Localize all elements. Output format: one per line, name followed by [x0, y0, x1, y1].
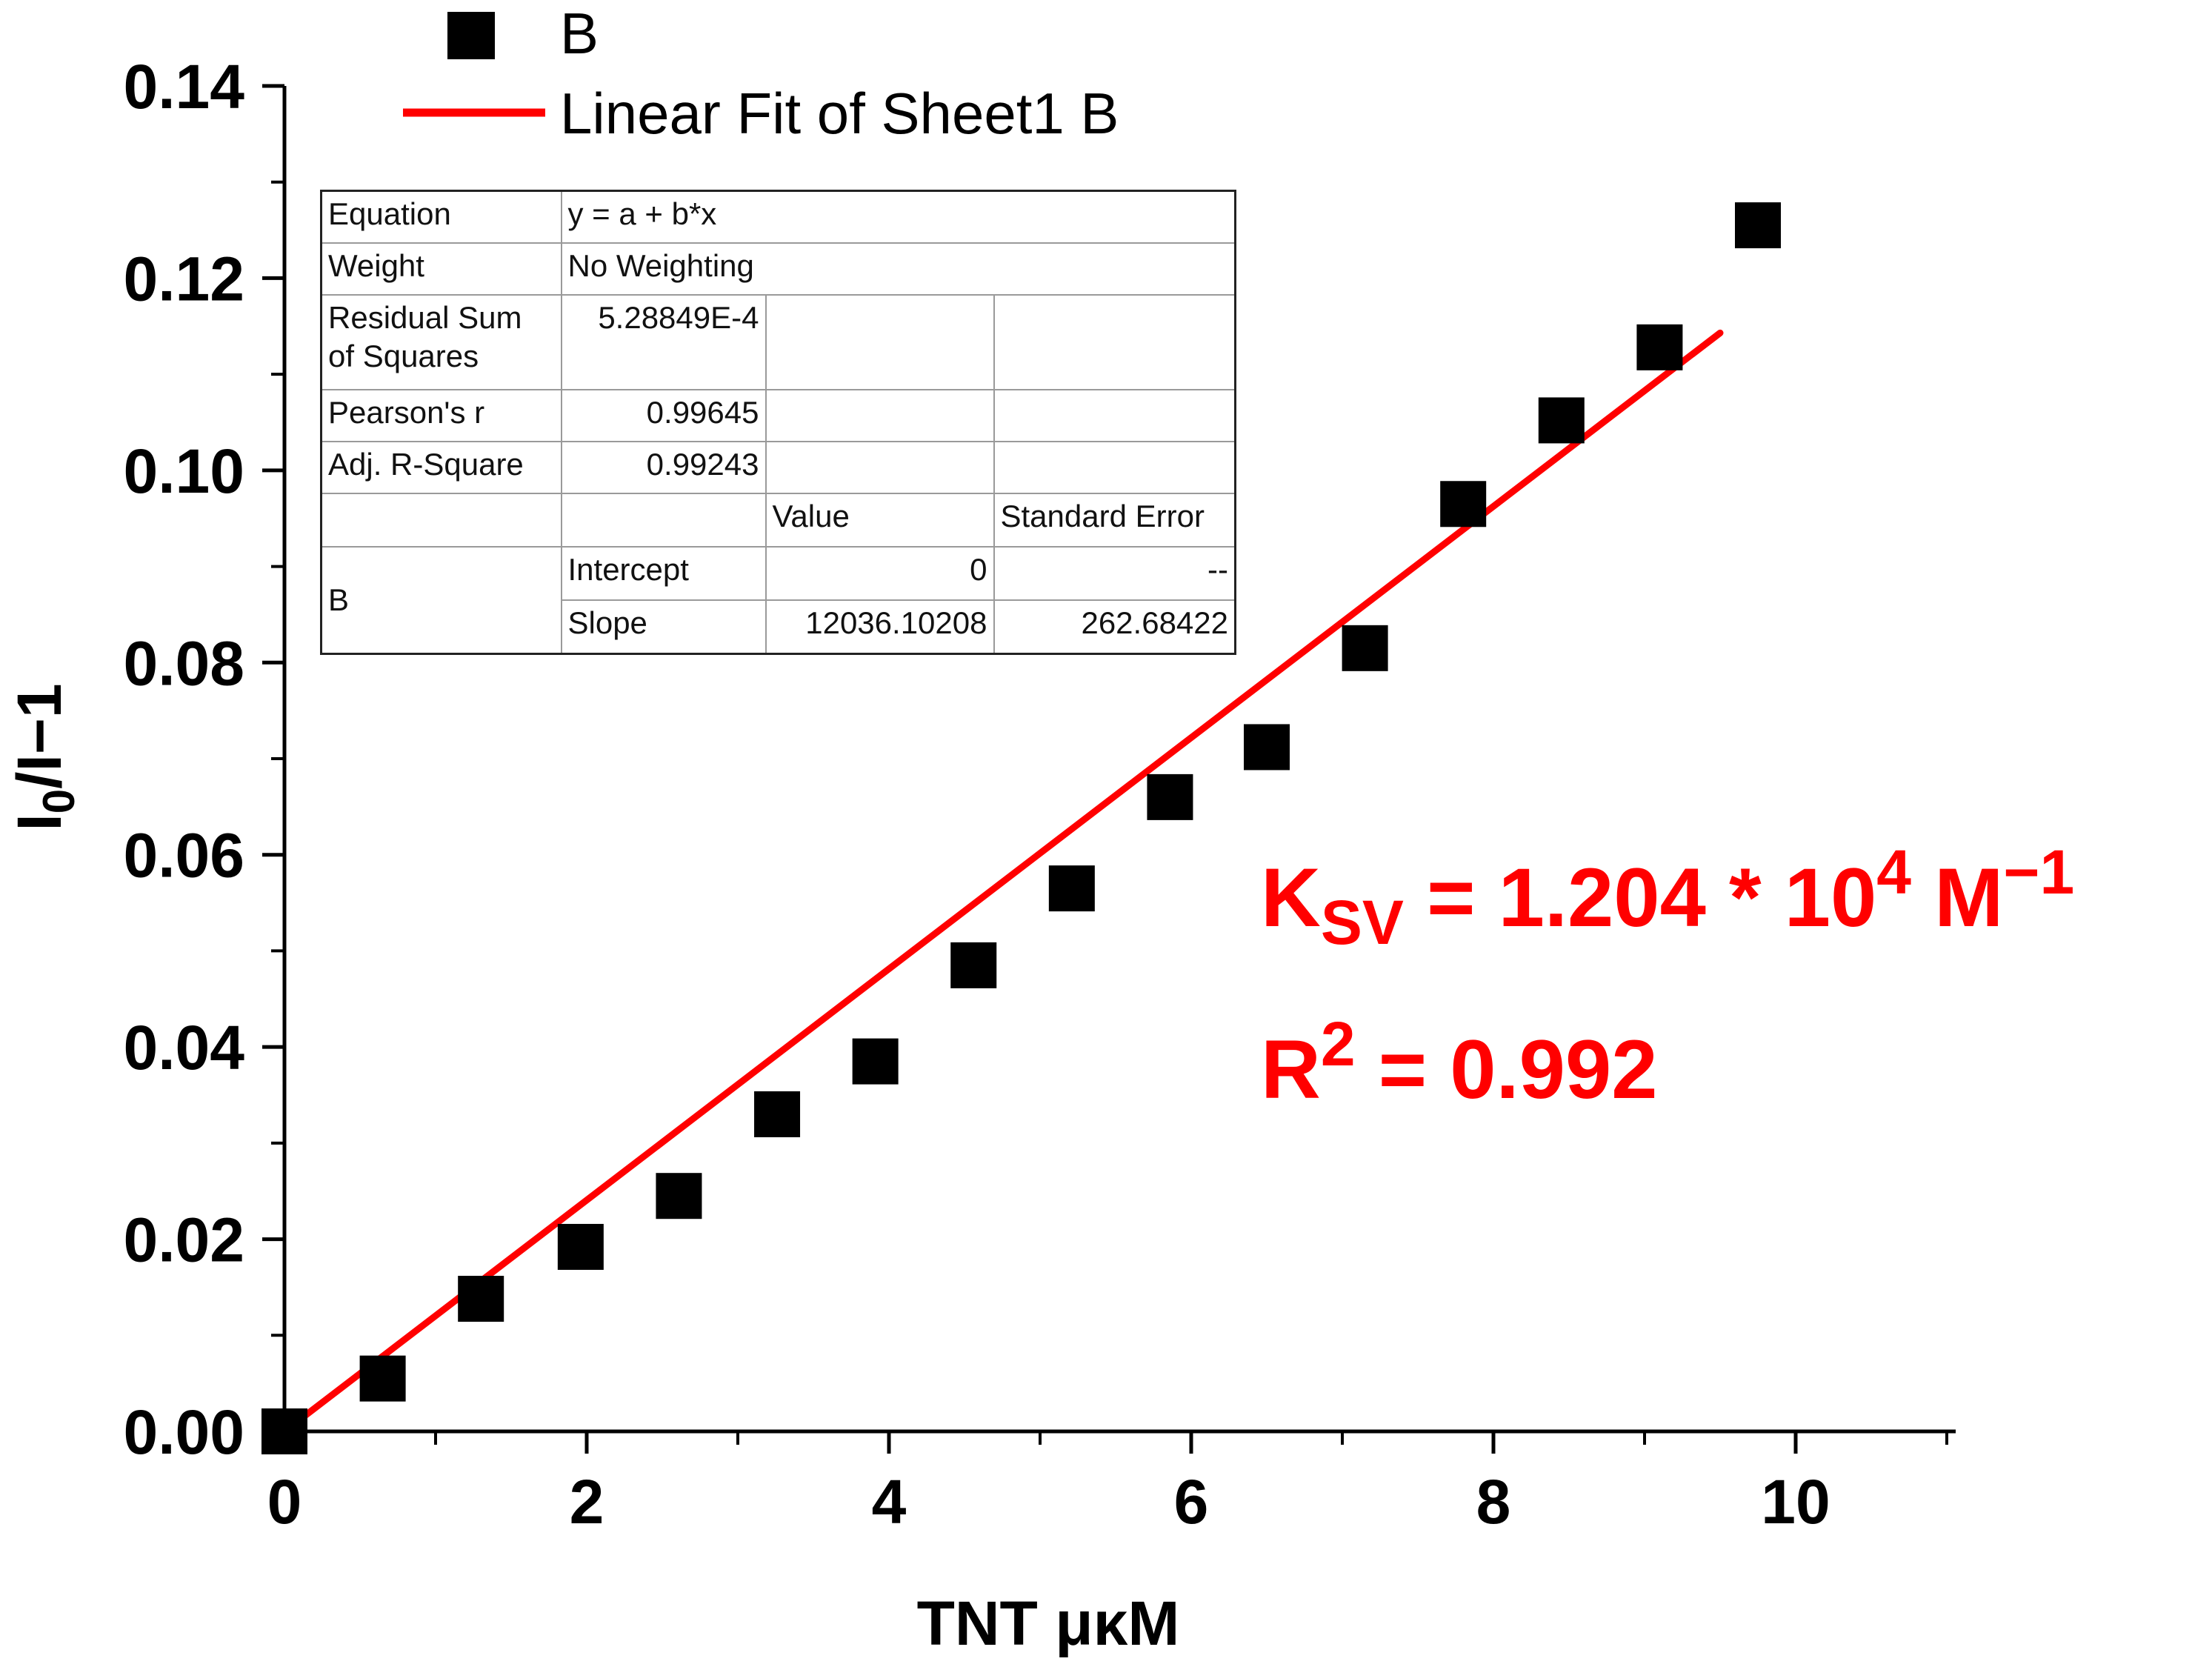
series-label: B	[320, 546, 562, 655]
linear-fit-results-table: Equation y = a + b*x Weight No Weighting…	[320, 190, 1237, 655]
empty-cell	[764, 441, 995, 495]
empty-cell	[560, 493, 767, 548]
table-row: Equation y = a + b*x	[320, 190, 1236, 244]
x-tick-label: 0	[267, 1467, 302, 1537]
data-point	[557, 1223, 604, 1270]
rss-label-line2: of Squares	[328, 338, 479, 373]
data-point	[1342, 625, 1388, 671]
data-point	[754, 1091, 801, 1137]
table-row: Value Standard Error	[320, 493, 1236, 548]
data-point	[1048, 865, 1095, 912]
empty-cell	[320, 493, 562, 548]
x-tick-label: 10	[1761, 1467, 1830, 1537]
y-axis-title: I0/I−1	[4, 683, 84, 831]
table-row: Residual Sum of Squares 5.28849E-4	[320, 293, 1236, 390]
slope-label: Slope	[560, 599, 767, 655]
intercept-error: --	[993, 546, 1236, 602]
slope-error: 262.68422	[993, 599, 1236, 655]
y-tick-label: 0.12	[124, 244, 245, 313]
equation-value: y = a + b*x	[560, 190, 1236, 244]
data-point	[656, 1173, 702, 1220]
legend: B Linear Fit of Sheet1 B	[403, 1, 1119, 146]
data-point	[261, 1408, 307, 1454]
data-point	[1440, 481, 1487, 528]
legend-label-fit: Linear Fit of Sheet1 B	[560, 81, 1119, 146]
empty-cell	[993, 388, 1236, 443]
ticks	[262, 84, 1948, 1454]
table-row: B Intercept 0 --	[320, 546, 1236, 655]
ksv-annotation: KSV = 1.204 * 104 M−1	[1261, 837, 2074, 957]
stderr-header: Standard Error	[993, 493, 1236, 548]
data-point	[852, 1038, 899, 1085]
intercept-value: 0	[764, 546, 995, 602]
x-tick-label: 2	[570, 1467, 604, 1537]
table-row: Pearson's r 0.99645	[320, 388, 1236, 443]
data-point	[950, 942, 997, 988]
x-tick-label: 6	[1174, 1467, 1209, 1537]
x-tick-label: 4	[872, 1467, 907, 1537]
value-header: Value	[764, 493, 995, 548]
y-tick-label: 0.08	[124, 628, 245, 698]
data-point	[1147, 773, 1193, 820]
data-point	[458, 1275, 504, 1322]
table-row: Slope 12036.10208 262.68422	[322, 599, 1236, 655]
r2-annotation: R2 = 0.992	[1261, 1009, 1658, 1116]
data-points	[261, 202, 1781, 1454]
intercept-label: Intercept	[560, 546, 767, 602]
y-tick-label: 0.06	[124, 821, 245, 891]
empty-cell	[764, 293, 995, 390]
x-axis-title: TNT μκM	[917, 1588, 1180, 1658]
empty-cell	[993, 293, 1236, 390]
y-tick-label: 0.04	[124, 1013, 245, 1082]
weight-value: No Weighting	[560, 242, 1236, 296]
data-point	[1244, 724, 1290, 771]
rss-label: Residual Sum of Squares	[320, 293, 562, 390]
table-row: Adj. R-Square 0.99243	[320, 441, 1236, 495]
y-tick-label: 0.10	[124, 436, 245, 506]
data-point	[359, 1355, 406, 1402]
slope-value: 12036.10208	[764, 599, 995, 655]
legend-marker-b	[447, 12, 495, 59]
adj-r-square-label: Adj. R-Square	[320, 441, 562, 495]
pearson-label: Pearson's r	[320, 388, 562, 443]
x-tick-label: 8	[1476, 1467, 1511, 1537]
equation-label: Equation	[320, 190, 562, 244]
pearson-value: 0.99645	[560, 388, 767, 443]
tick-labels: 0 2 4 6 8 10 0.00 0.02 0.04 0.06 0.08 0.10 0.12 0.14	[124, 52, 1830, 1537]
y-tick-label: 0.02	[124, 1205, 245, 1275]
empty-cell	[993, 441, 1236, 495]
table-row: Weight No Weighting	[320, 242, 1236, 296]
data-point	[1636, 324, 1683, 370]
y-tick-label: 0.14	[124, 52, 245, 122]
legend-label-b: B	[560, 1, 599, 66]
weight-label: Weight	[320, 242, 562, 296]
empty-cell	[764, 388, 995, 443]
data-point	[1735, 202, 1781, 249]
rss-label-line1: Residual Sum	[328, 299, 522, 335]
rss-value: 5.28849E-4	[560, 293, 767, 390]
adj-r-square-value: 0.99243	[560, 441, 767, 495]
data-point	[1538, 397, 1585, 444]
y-tick-label: 0.00	[124, 1397, 245, 1467]
